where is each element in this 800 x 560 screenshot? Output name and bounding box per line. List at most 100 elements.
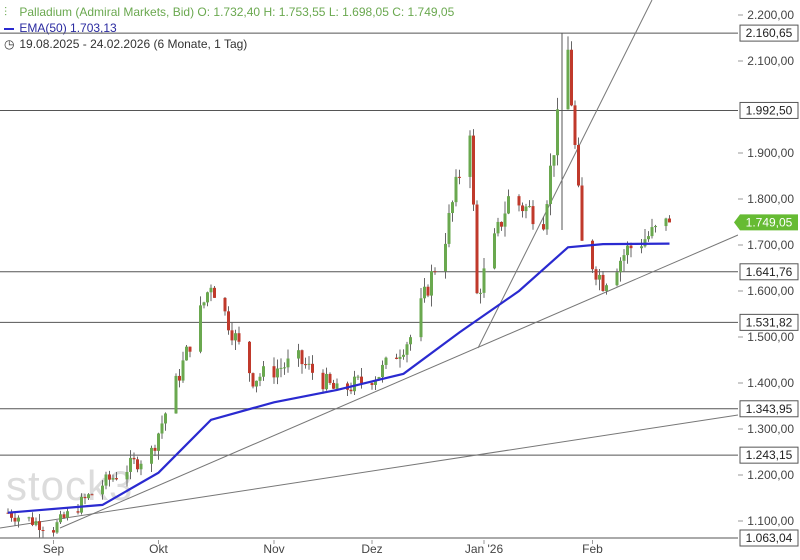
ema-line: EMA(50) 1.703,13 xyxy=(19,21,117,35)
candle-body-129 xyxy=(640,246,643,249)
candle-body-106 xyxy=(524,206,528,212)
ema-legend: EMA(50) 1.703,13 xyxy=(4,20,117,36)
candle-body-114 xyxy=(566,49,570,110)
candle-body-121 xyxy=(598,274,601,280)
candle-body-115 xyxy=(570,49,573,106)
level-tag-box-6 xyxy=(739,529,799,547)
candle-body-49 xyxy=(248,341,251,374)
candle-body-104 xyxy=(517,196,521,206)
candle-body-73 xyxy=(360,376,363,384)
candle-body-82 xyxy=(405,344,409,355)
candle-body-23 xyxy=(115,478,118,480)
x-tick-label-2: Nov xyxy=(263,542,284,556)
y-tick-label-2: 1.900,00 xyxy=(747,146,794,160)
level-tag-label-6: 1.063,04 xyxy=(746,531,793,545)
candle-body-27 xyxy=(136,459,139,470)
candle-body-124 xyxy=(615,272,619,286)
candle-body-132 xyxy=(650,227,654,237)
candle-body-35 xyxy=(178,375,181,381)
candle-body-39 xyxy=(199,305,202,352)
candle-body-59 xyxy=(297,350,300,359)
candle-body-75 xyxy=(374,380,377,385)
level-tag-label-5: 1.243,15 xyxy=(746,448,793,462)
candle-body-11 xyxy=(59,514,62,523)
trend-line-steep xyxy=(477,0,653,349)
range-legend: ◷ 19.08.2025 - 24.02.2026 (6 Monate, 1 T… xyxy=(4,36,247,52)
candle-body-28 xyxy=(139,463,143,470)
candle-body-134 xyxy=(664,218,668,227)
candle-body-101 xyxy=(500,221,503,227)
candle-body-1 xyxy=(10,512,13,518)
candle-body-92 xyxy=(454,176,458,203)
candle-body-58 xyxy=(286,358,290,368)
candle-body-70 xyxy=(349,389,353,392)
x-tick-label-4: Jan '26 xyxy=(465,542,504,556)
candle-body-36 xyxy=(181,360,185,381)
candle-body-127 xyxy=(626,245,629,256)
candle-body-111 xyxy=(549,165,552,205)
candle-body-85 xyxy=(423,286,426,299)
candle-body-126 xyxy=(622,255,626,261)
last-price-tag-label: 1.749,05 xyxy=(746,215,793,229)
instrument-line: Palladium (Admiral Markets, Bid) O: 1.73… xyxy=(19,5,455,19)
candle-body-125 xyxy=(619,260,622,273)
candle-body-67 xyxy=(332,382,335,389)
candle-body-113 xyxy=(556,109,559,156)
ema50-line xyxy=(7,242,670,514)
candle-body-109 xyxy=(542,224,545,230)
candle-body-103 xyxy=(507,196,510,214)
last-price-tag-box xyxy=(734,214,798,231)
candle-body-112 xyxy=(552,155,556,166)
candle-body-48 xyxy=(237,333,241,342)
watermark: stock3 xyxy=(6,462,134,509)
candle-body-117 xyxy=(577,144,580,186)
candle-body-91 xyxy=(451,202,454,214)
candle-body-29 xyxy=(150,447,153,464)
candle-body-46 xyxy=(230,330,234,341)
candle-body-10 xyxy=(55,522,59,533)
candle-body-118 xyxy=(580,185,584,241)
level-tag-label-3: 1.531,82 xyxy=(746,315,793,329)
level-tag-label-1: 1.992,50 xyxy=(746,103,793,117)
candle-body-68 xyxy=(335,383,339,389)
candle-body-55 xyxy=(276,368,279,378)
candle-body-8 xyxy=(41,530,45,532)
candle-body-98 xyxy=(482,268,486,293)
candle-body-72 xyxy=(356,376,360,378)
y-tick-label-5: 1.600,00 xyxy=(747,284,794,298)
candle-body-15 xyxy=(80,496,83,513)
candle-body-24 xyxy=(125,471,129,480)
candle-body-9 xyxy=(52,530,55,533)
candle-body-57 xyxy=(283,367,286,369)
candle-body-17 xyxy=(87,494,90,499)
y-tick-label-0: 2.200,00 xyxy=(747,8,794,22)
candle-body-78 xyxy=(384,357,388,365)
candle-body-26 xyxy=(132,457,136,460)
candle-body-84 xyxy=(419,298,423,338)
level-tag-box-1 xyxy=(739,101,799,119)
candle-body-50 xyxy=(251,373,255,387)
candle-body-108 xyxy=(531,206,535,225)
candle-body-14 xyxy=(76,511,80,513)
candle-body-89 xyxy=(444,243,447,272)
candle-body-44 xyxy=(223,297,227,312)
candle-body-90 xyxy=(447,213,451,244)
candle-body-54 xyxy=(272,366,276,378)
candle-body-80 xyxy=(398,356,402,359)
candle-body-37 xyxy=(185,346,188,361)
candle-body-116 xyxy=(573,105,577,145)
level-tag-box-4 xyxy=(739,400,799,418)
candle-body-86 xyxy=(426,286,430,296)
candle-body-52 xyxy=(258,376,262,381)
instrument-legend: ⫶ Palladium (Admiral Markets, Bid) O: 1.… xyxy=(4,4,454,20)
clock-icon: ◷ xyxy=(4,37,15,51)
y-tick-label-1: 2.100,00 xyxy=(747,54,794,68)
candle-body-81 xyxy=(402,354,405,357)
candle-body-25 xyxy=(129,457,132,472)
candle-body-3 xyxy=(17,517,20,522)
level-tag-label-2: 1.641,76 xyxy=(746,265,793,279)
candle-body-0 xyxy=(6,512,10,514)
y-tick-label-6: 1.500,00 xyxy=(747,330,794,344)
candle-body-131 xyxy=(647,236,650,240)
